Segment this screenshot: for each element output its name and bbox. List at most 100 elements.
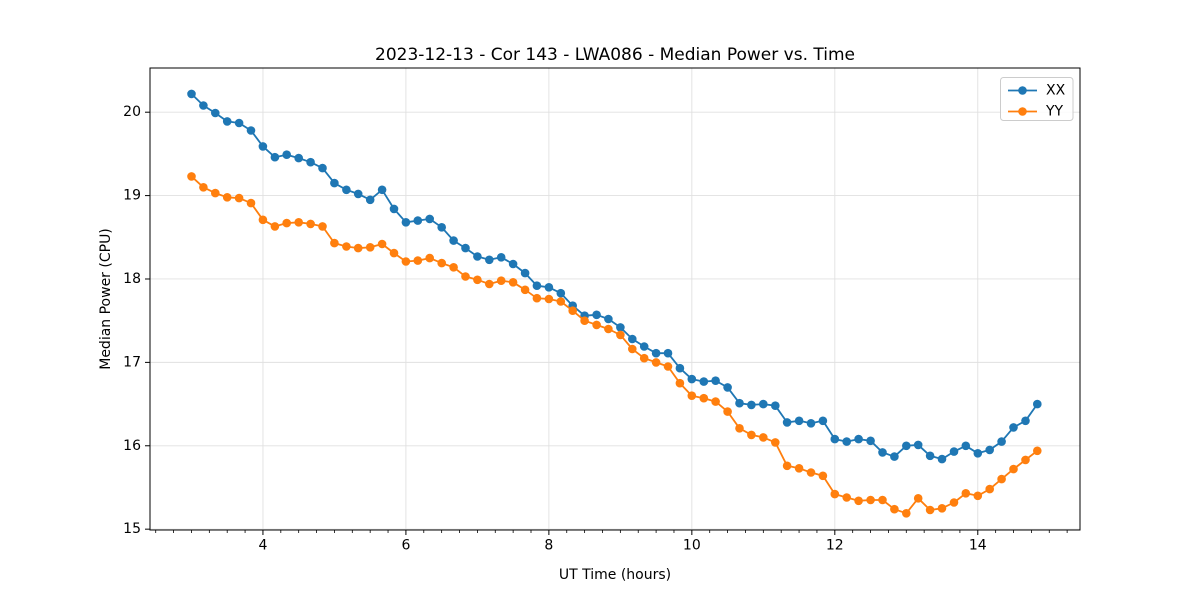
x-tick-label: 4	[258, 538, 267, 554]
x-axis-label: UT Time (hours)	[559, 567, 671, 583]
series-XX-marker	[949, 447, 959, 456]
x-tick-label: 8	[544, 538, 553, 554]
series-XX-marker	[401, 218, 411, 227]
series-YY-marker	[878, 495, 887, 505]
series-YY-marker	[759, 433, 768, 442]
series-XX-marker	[342, 185, 351, 195]
series-XX-marker	[985, 445, 994, 455]
series-YY-marker	[306, 219, 315, 229]
series-YY-marker	[413, 256, 423, 265]
series-XX-marker	[377, 185, 387, 195]
gridlines	[150, 68, 1080, 530]
series-YY-marker	[401, 257, 411, 266]
series-XX-marker	[997, 437, 1006, 446]
series-XX-marker	[449, 236, 458, 245]
series-XX-marker	[485, 255, 494, 265]
series-YY-marker	[628, 344, 637, 354]
series-YY-marker	[771, 438, 780, 447]
series-XX-marker	[199, 101, 208, 110]
series-YY-marker	[353, 243, 363, 253]
series-XX-marker	[616, 323, 625, 332]
series-XX-marker	[330, 178, 339, 188]
series-XX-marker	[473, 252, 482, 261]
series-YY-marker	[651, 358, 661, 367]
series-YY-marker	[961, 489, 971, 498]
series-XX-marker	[234, 118, 244, 128]
series-YY-marker	[282, 218, 292, 228]
series-YY-marker	[818, 471, 828, 481]
y-axis-label: Median Power (CPU)	[98, 228, 114, 370]
series-XX-marker	[675, 363, 685, 373]
series-XX-marker	[508, 259, 518, 269]
series-YY-marker	[616, 330, 625, 340]
series-YY-marker	[508, 278, 518, 287]
series-XX-marker	[890, 452, 899, 461]
series-YY-marker	[580, 316, 589, 326]
x-tick-label: 6	[401, 538, 410, 554]
series-YY-marker	[246, 198, 256, 208]
series-XX-marker	[437, 223, 447, 232]
series-XX-marker	[187, 89, 196, 99]
series-XX-marker	[413, 216, 423, 225]
series-XX-marker	[663, 348, 673, 358]
series-XX-marker	[639, 342, 649, 351]
series-XX-line	[190, 93, 1039, 461]
y-tick-label: 16	[123, 438, 141, 454]
series-XX-marker	[806, 419, 816, 428]
series-YY-marker	[556, 297, 566, 306]
series-YY-marker	[234, 193, 244, 203]
series-XX-marker	[496, 252, 506, 262]
series-YY-marker	[485, 279, 494, 289]
series-XX-marker	[592, 310, 601, 320]
series-YY-marker	[639, 353, 649, 363]
series-YY-marker	[425, 253, 435, 263]
series-YY-marker	[913, 494, 923, 503]
series-XX-marker	[651, 348, 661, 358]
series-YY	[187, 172, 1042, 518]
y-tick-label: 15	[123, 521, 141, 537]
x-tick-label: 10	[683, 538, 701, 554]
series-YY-marker	[1009, 464, 1018, 474]
series-YY-marker	[377, 239, 387, 249]
series-YY-marker	[270, 222, 280, 231]
series-XX-marker	[794, 416, 804, 426]
series-XX-marker	[1009, 423, 1018, 432]
series-YY-marker	[473, 275, 482, 285]
series-YY-marker	[794, 464, 804, 473]
series-XX-marker	[461, 243, 470, 253]
series-XX-marker	[306, 157, 315, 167]
axis-ticks	[145, 111, 1068, 535]
series-YY-marker	[675, 378, 685, 388]
series-XX-marker	[365, 195, 375, 205]
series-YY-marker	[449, 263, 458, 272]
series-YY-marker	[258, 215, 268, 225]
series-YY-marker	[592, 320, 601, 330]
series-YY-marker	[1033, 446, 1042, 456]
series-YY-marker	[544, 294, 554, 304]
axes-spines	[149, 67, 1081, 531]
series-YY-marker	[735, 424, 744, 433]
series-YY-marker	[211, 188, 220, 198]
series-XX-marker	[973, 449, 983, 458]
series-YY-marker	[806, 468, 816, 477]
series-XX-marker	[782, 418, 792, 427]
series-YY-marker	[1021, 455, 1030, 465]
series-YY-marker	[461, 272, 470, 281]
series-YY-marker	[985, 484, 994, 494]
legend-label: XX	[1046, 83, 1066, 99]
y-tick-label: 20	[123, 104, 141, 120]
series-XX-marker	[556, 288, 566, 298]
series-XX-marker	[520, 268, 530, 278]
series-XX-marker	[925, 451, 935, 461]
series-YY-marker	[222, 193, 232, 202]
legend-item-XX: XX	[1008, 83, 1066, 99]
series-YY-marker	[699, 393, 709, 403]
series-YY-marker	[437, 258, 447, 268]
legend: XX YY	[1000, 77, 1074, 121]
series-YY-marker	[342, 242, 351, 251]
series-YY-marker	[723, 407, 732, 416]
y-tick-label: 17	[123, 354, 141, 370]
series-XX-marker	[771, 401, 780, 411]
